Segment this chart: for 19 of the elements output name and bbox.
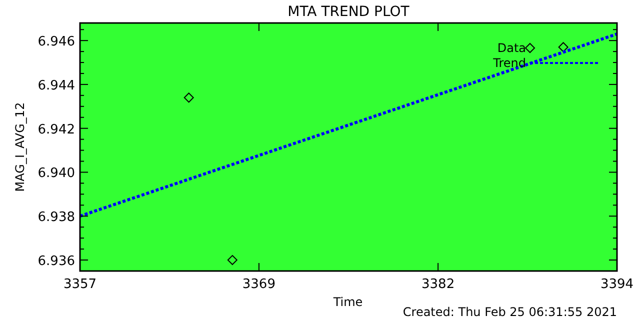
series-label: Trend bbox=[492, 56, 526, 70]
y-tick-label: 6.936 bbox=[38, 254, 75, 270]
x-tick-label: 3369 bbox=[242, 277, 276, 292]
y-tick-label: 6.940 bbox=[38, 166, 75, 182]
text: Created: Thu Feb 25 06:31:55 2021 bbox=[402, 305, 617, 319]
x-axis-title: Time bbox=[332, 295, 363, 309]
point bbox=[184, 92, 194, 103]
y-tick-label: 6.938 bbox=[38, 210, 75, 226]
y-tick-label: 6.946 bbox=[38, 34, 75, 50]
x-tick-label: 3382 bbox=[422, 277, 455, 292]
legend-label: Data bbox=[497, 41, 526, 55]
y-axis-title: MAG_I_AVG_12 bbox=[13, 102, 27, 192]
y-tick-label: 6.942 bbox=[38, 122, 75, 138]
x-tick-label: 3394 bbox=[600, 277, 634, 292]
y-tick-label: 6.944 bbox=[38, 78, 75, 94]
x-tick-label: 3357 bbox=[63, 277, 97, 292]
chart-title: MTA TREND PLOT bbox=[288, 4, 410, 20]
point bbox=[227, 255, 238, 266]
point bbox=[558, 42, 568, 52]
